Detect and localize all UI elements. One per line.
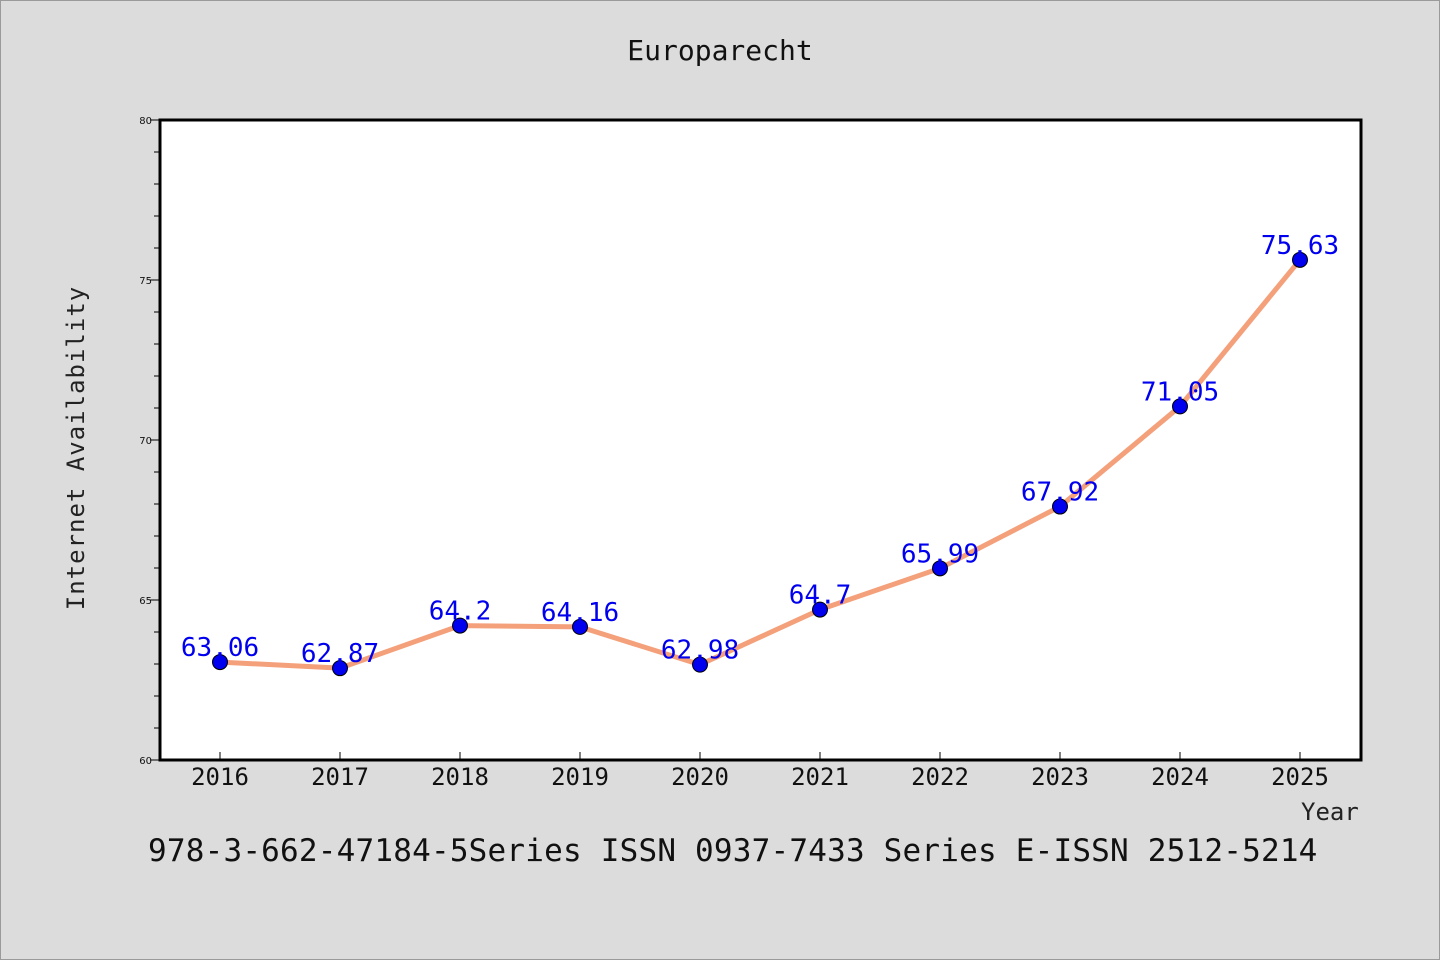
y-tick-label: 80 — [139, 116, 152, 127]
data-point — [1052, 498, 1068, 515]
y-axis-ticks: 60 65 70 75 80 — [139, 116, 160, 767]
data-points — [212, 251, 1308, 677]
data-point — [932, 560, 948, 577]
series-line — [217, 257, 1303, 671]
x-tick-label: 2016 — [191, 763, 249, 791]
x-tick-label: 2019 — [551, 763, 609, 791]
data-label: 63.06 — [181, 633, 259, 663]
x-tick-label: 2021 — [791, 763, 849, 791]
footer-isbn-text: 978-3-662-47184-5Series ISSN 0937-7433 S… — [148, 833, 1318, 869]
chart-title: Europarecht — [627, 34, 813, 67]
data-label: 67.92 — [1021, 478, 1099, 508]
data-point — [452, 617, 468, 634]
data-point — [212, 654, 228, 671]
x-tick-label: 2023 — [1031, 763, 1089, 791]
y-tick-label: 60 — [139, 756, 152, 767]
x-tick-label: 2020 — [671, 763, 729, 791]
data-label: 62.87 — [301, 639, 379, 669]
data-labels: 63.06 62.87 64.2 64.16 62.98 64.7 65.99 67.92 71… — [181, 231, 1339, 669]
x-tick-label: 2024 — [1151, 763, 1209, 791]
data-label: 64.7 — [789, 581, 852, 611]
data-label: 64.2 — [429, 597, 492, 627]
x-tick-label: 2017 — [311, 763, 369, 791]
data-point — [572, 618, 588, 635]
x-axis-label: Year — [1301, 798, 1359, 826]
y-tick-label: 75 — [139, 276, 152, 287]
data-point — [812, 601, 828, 618]
data-label: 64.16 — [541, 598, 619, 628]
x-axis-ticks: 2016 2017 2018 2019 2020 2021 2022 2023 2024 2025 — [191, 752, 1329, 791]
plot-area — [158, 118, 1363, 762]
data-point — [332, 660, 348, 677]
data-label: 62.98 — [661, 636, 739, 666]
data-label: 75.63 — [1261, 231, 1339, 261]
x-tick-label: 2025 — [1271, 763, 1329, 791]
data-point — [1172, 398, 1188, 415]
y-tick-label: 65 — [139, 596, 152, 607]
y-tick-label: 70 — [139, 436, 152, 447]
data-label: 65.99 — [901, 539, 979, 569]
x-tick-label: 2022 — [911, 763, 969, 791]
data-point — [1292, 251, 1308, 268]
data-point — [692, 656, 708, 673]
x-tick-label: 2018 — [431, 763, 489, 791]
data-label: 71.05 — [1141, 377, 1219, 407]
